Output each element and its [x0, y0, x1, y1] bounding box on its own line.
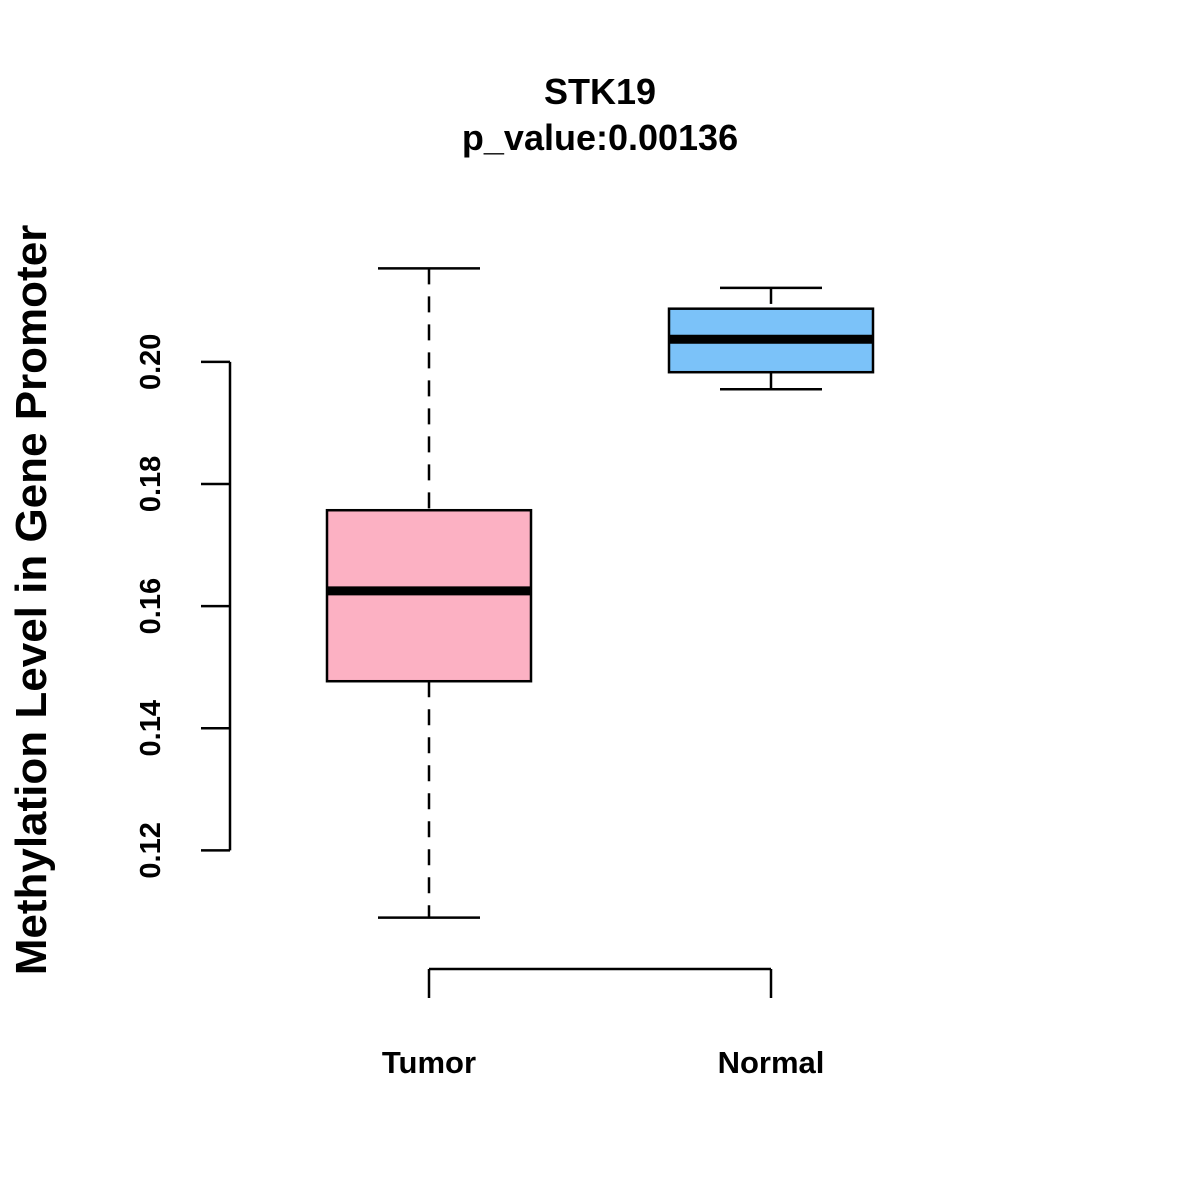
y-tick-label: 0.14: [135, 700, 167, 756]
y-axis: 0.12 0.14 0.16 0.18 0.20: [135, 334, 232, 879]
iqr-box: [325, 508, 533, 683]
x-tick-label: Normal: [718, 1045, 825, 1080]
x-axis: Tumor Normal: [382, 967, 825, 1080]
y-axis-label: Methylation Level in Gene Promoter: [7, 225, 56, 976]
y-tick-label: 0.12: [135, 822, 167, 878]
box-normal: [667, 286, 875, 391]
y-tick-label: 0.20: [135, 334, 167, 390]
x-tick-label: Tumor: [382, 1045, 476, 1080]
chart-subtitle: p_value:0.00136: [462, 117, 738, 158]
box-tumor: [325, 267, 533, 919]
y-tick-label: 0.18: [135, 456, 167, 512]
chart-title: STK19: [544, 71, 656, 112]
box-group: [325, 267, 875, 919]
y-tick-label: 0.16: [135, 578, 167, 634]
